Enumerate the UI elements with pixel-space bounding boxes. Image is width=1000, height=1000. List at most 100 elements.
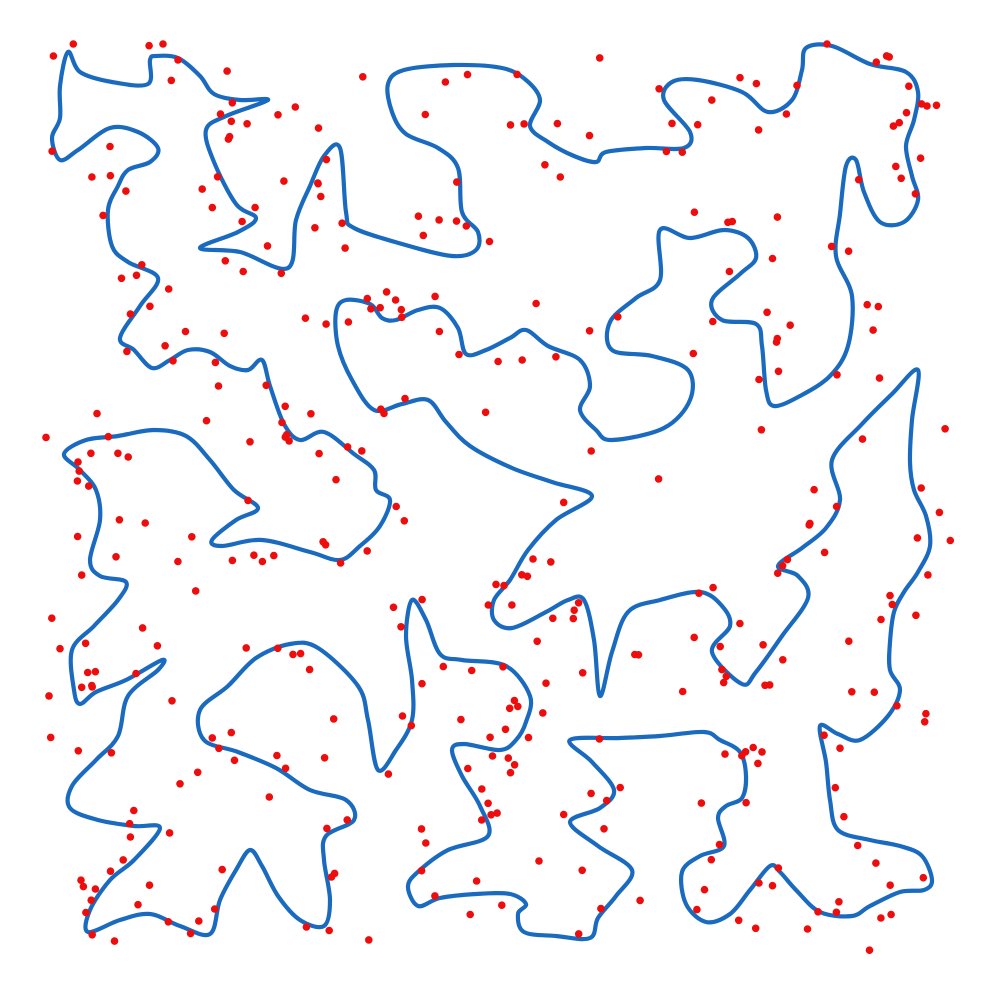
scatter-point: [917, 100, 926, 108]
scatter-point: [238, 217, 246, 226]
scatter-point: [832, 908, 841, 917]
scatter-point: [341, 244, 349, 252]
scatter-point: [728, 217, 737, 226]
scatter-point: [865, 946, 874, 954]
scatter-point: [174, 56, 182, 64]
scatter-point: [778, 562, 787, 570]
scatter-point: [69, 40, 78, 48]
scatter-point: [481, 408, 490, 417]
scatter-point: [877, 615, 885, 624]
scatter-point: [273, 751, 281, 760]
scatter-point: [462, 222, 471, 230]
scatter-point: [520, 120, 528, 128]
scatter-point: [827, 242, 836, 251]
scatter-point: [244, 496, 252, 505]
scatter-point: [872, 58, 881, 66]
scatter-point: [774, 864, 783, 872]
scatter-point: [786, 321, 794, 330]
scatter-point: [494, 357, 502, 366]
scatter-point: [916, 154, 925, 162]
scatter-point: [208, 734, 217, 742]
scatter-point: [539, 709, 547, 717]
scatter-point: [463, 70, 472, 79]
scatter-point: [301, 314, 310, 323]
scatter-point: [246, 438, 254, 446]
scatter-point: [422, 839, 430, 847]
scatter-point: [270, 551, 278, 560]
scatter-point: [88, 931, 96, 939]
scatter-point: [597, 904, 605, 913]
scatter-point: [145, 41, 153, 50]
scatter-point: [741, 748, 750, 756]
scatter-point: [325, 926, 334, 935]
scatter-point: [376, 303, 385, 312]
scatter-point: [595, 735, 604, 743]
scatter-point: [484, 799, 492, 808]
scatter-point: [314, 179, 322, 188]
scatter-point: [251, 203, 259, 212]
scatter-point: [758, 748, 766, 756]
scatter-point: [208, 203, 217, 212]
scatter-point: [863, 300, 871, 309]
scatter-point: [514, 702, 522, 711]
scatter-point: [678, 148, 687, 156]
scatter-point: [877, 914, 885, 922]
scatter-point: [56, 644, 64, 653]
scatter-point: [77, 571, 86, 579]
scatter-point: [763, 308, 771, 317]
scatter-point: [83, 668, 92, 677]
scatter-point: [278, 418, 286, 427]
scatter-point: [228, 99, 237, 107]
scatter-point: [662, 147, 671, 156]
scatter-point: [130, 806, 138, 815]
scatter-point: [227, 728, 236, 737]
scatter-point: [695, 589, 703, 597]
scatter-point: [467, 666, 476, 675]
scatter-point: [833, 371, 841, 379]
scatter-point: [216, 110, 225, 118]
scatter-point: [146, 302, 154, 311]
scatter-point: [905, 82, 913, 90]
scatter-point: [932, 101, 941, 110]
scatter-point: [484, 601, 493, 609]
scatter-point: [400, 517, 409, 525]
scatter-point: [338, 219, 346, 227]
scatter-point: [124, 453, 132, 461]
scatter-point: [186, 929, 195, 938]
scatter-point: [820, 548, 829, 557]
scatter-point: [384, 770, 393, 778]
scatter-point: [742, 798, 750, 807]
scatter-point: [501, 725, 510, 734]
scatter-point: [552, 353, 560, 361]
scatter-point: [457, 715, 465, 724]
scatter-point: [885, 53, 893, 61]
scatter-point: [274, 644, 282, 653]
scatter-point: [414, 212, 423, 220]
scatter-point: [935, 508, 944, 517]
scatter-point: [700, 885, 709, 894]
scatter-point: [529, 555, 537, 563]
scatter-point: [708, 96, 716, 104]
scatter-point: [922, 709, 930, 718]
scatter-point: [920, 718, 929, 726]
scatter-point: [845, 637, 853, 645]
scatter-point: [431, 292, 439, 301]
scatter-point: [493, 809, 501, 817]
scatter-point: [488, 752, 497, 760]
scatter-point: [832, 502, 841, 511]
scatter-point: [513, 70, 521, 79]
scatter-point: [895, 118, 904, 127]
scatter-point: [397, 623, 405, 631]
scatter-point: [553, 119, 562, 128]
scatter-point: [595, 54, 604, 62]
scatter-point: [897, 174, 905, 183]
scatter-point: [169, 357, 177, 365]
scatter-point: [195, 917, 203, 925]
scatter-point: [559, 498, 568, 507]
scatter-point: [431, 892, 439, 900]
scatter-point: [132, 669, 140, 678]
scatter-point: [215, 744, 223, 753]
scatter-point: [104, 432, 113, 441]
scatter-point: [218, 865, 226, 874]
scatter-point: [946, 536, 955, 545]
